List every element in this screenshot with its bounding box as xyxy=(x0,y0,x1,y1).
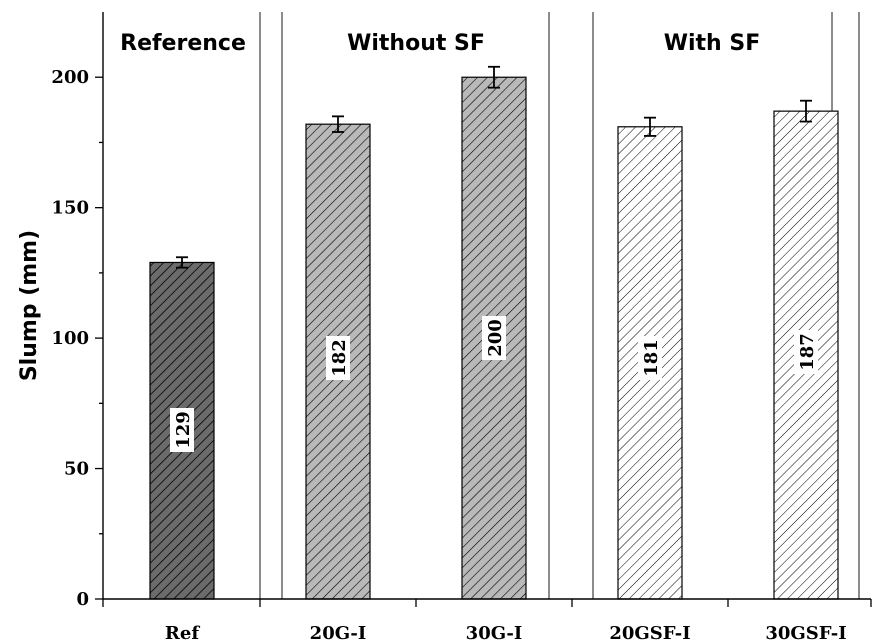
value-labels: 129 182 200 181 187 xyxy=(170,316,818,452)
error-bar-Ref xyxy=(176,256,188,269)
error-bar-20GSF-I xyxy=(644,116,656,137)
y-tick-label-150: 150 xyxy=(51,198,89,219)
error-bar-30G-I xyxy=(488,65,500,89)
x-tick-label-30G-I: 30G-I xyxy=(466,623,523,644)
value-label-group-30G-I: 200 xyxy=(482,316,506,360)
value-label-box-20GSF-I xyxy=(638,336,662,380)
y-axis-label: Slump (mm) xyxy=(17,230,42,381)
value-label-group-20GSF-I: 181 xyxy=(638,336,662,380)
y-tick-label-200: 200 xyxy=(51,67,89,88)
y-tick-label-50: 50 xyxy=(64,459,89,480)
value-label-group-30GSF-I: 187 xyxy=(794,330,818,374)
value-label-box-30G-I xyxy=(482,316,506,360)
value-label-30G-I: 200 xyxy=(485,319,506,357)
error-bar-20G-I xyxy=(332,115,344,133)
group-labels: Reference Without SF With SF xyxy=(120,31,760,56)
x-tick-label-20GSF-I: 20GSF-I xyxy=(609,623,690,644)
value-label-group-20G-I: 182 xyxy=(326,336,350,380)
y-tick-label-100: 100 xyxy=(51,328,89,349)
error-bar-30GSF-I xyxy=(800,99,812,123)
y-tick-label-0: 0 xyxy=(76,589,89,610)
value-label-box-Ref xyxy=(170,408,194,452)
y-ticks: 0 50 100 150 200 xyxy=(51,67,103,610)
axes xyxy=(102,12,871,600)
x-tick-label-30GSF-I: 30GSF-I xyxy=(765,623,846,644)
error-bars xyxy=(176,65,812,269)
x-tick-label-Ref: Ref xyxy=(165,623,200,644)
value-label-box-30GSF-I xyxy=(794,330,818,374)
value-label-20GSF-I: 181 xyxy=(641,339,662,377)
value-label-Ref: 129 xyxy=(173,411,194,449)
value-label-group-Ref: 129 xyxy=(170,408,194,452)
value-label-20G-I: 182 xyxy=(329,339,350,377)
group-label-1: Without SF xyxy=(347,31,485,56)
group-label-0: Reference xyxy=(120,31,246,56)
value-label-box-20G-I xyxy=(326,336,350,380)
group-label-2: With SF xyxy=(664,31,761,56)
x-tick-label-20G-I: 20G-I xyxy=(310,623,367,644)
x-ticks: Ref 20G-I 30G-I 20GSF-I 30GSF-I xyxy=(102,599,872,644)
value-label-30GSF-I: 187 xyxy=(797,333,818,371)
